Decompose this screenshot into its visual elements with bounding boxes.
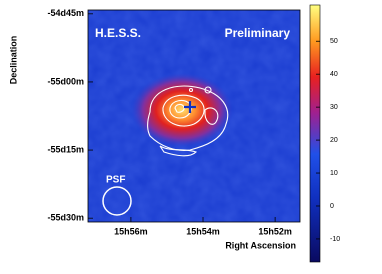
annotation: H.E.S.S.	[95, 26, 141, 40]
colorbar-tick-label: 30	[330, 104, 338, 111]
y-tick-label: -55d15m	[47, 144, 84, 154]
frame	[87, 9, 301, 223]
y-tick-label: -54d45m	[47, 8, 84, 18]
psf-circle	[102, 186, 132, 216]
colorbar-tick-label: 50	[330, 38, 338, 45]
colorbar-tick-label: -10	[330, 236, 340, 243]
y-tick-label: -55d30m	[47, 213, 84, 223]
colorbar-tick-label: 0	[330, 203, 334, 210]
colorbar	[309, 4, 321, 263]
annotation: PSF	[106, 175, 125, 186]
x-axis-label: Right Ascension	[225, 240, 296, 250]
colorbar-tick-label: 10	[330, 170, 338, 177]
source-marker	[184, 101, 196, 113]
y-axis-label: Declination	[8, 36, 18, 85]
x-tick-label: 15h54m	[186, 226, 220, 236]
annotation: Preliminary	[225, 26, 291, 40]
colorbar-tick-label: 40	[330, 71, 338, 78]
x-tick-label: 15h52m	[258, 226, 292, 236]
x-tick-label: 15h56m	[114, 226, 148, 236]
colorbar-tick-label: 20	[330, 137, 338, 144]
map	[88, 10, 300, 222]
y-tick-label: -55d00m	[47, 76, 84, 86]
